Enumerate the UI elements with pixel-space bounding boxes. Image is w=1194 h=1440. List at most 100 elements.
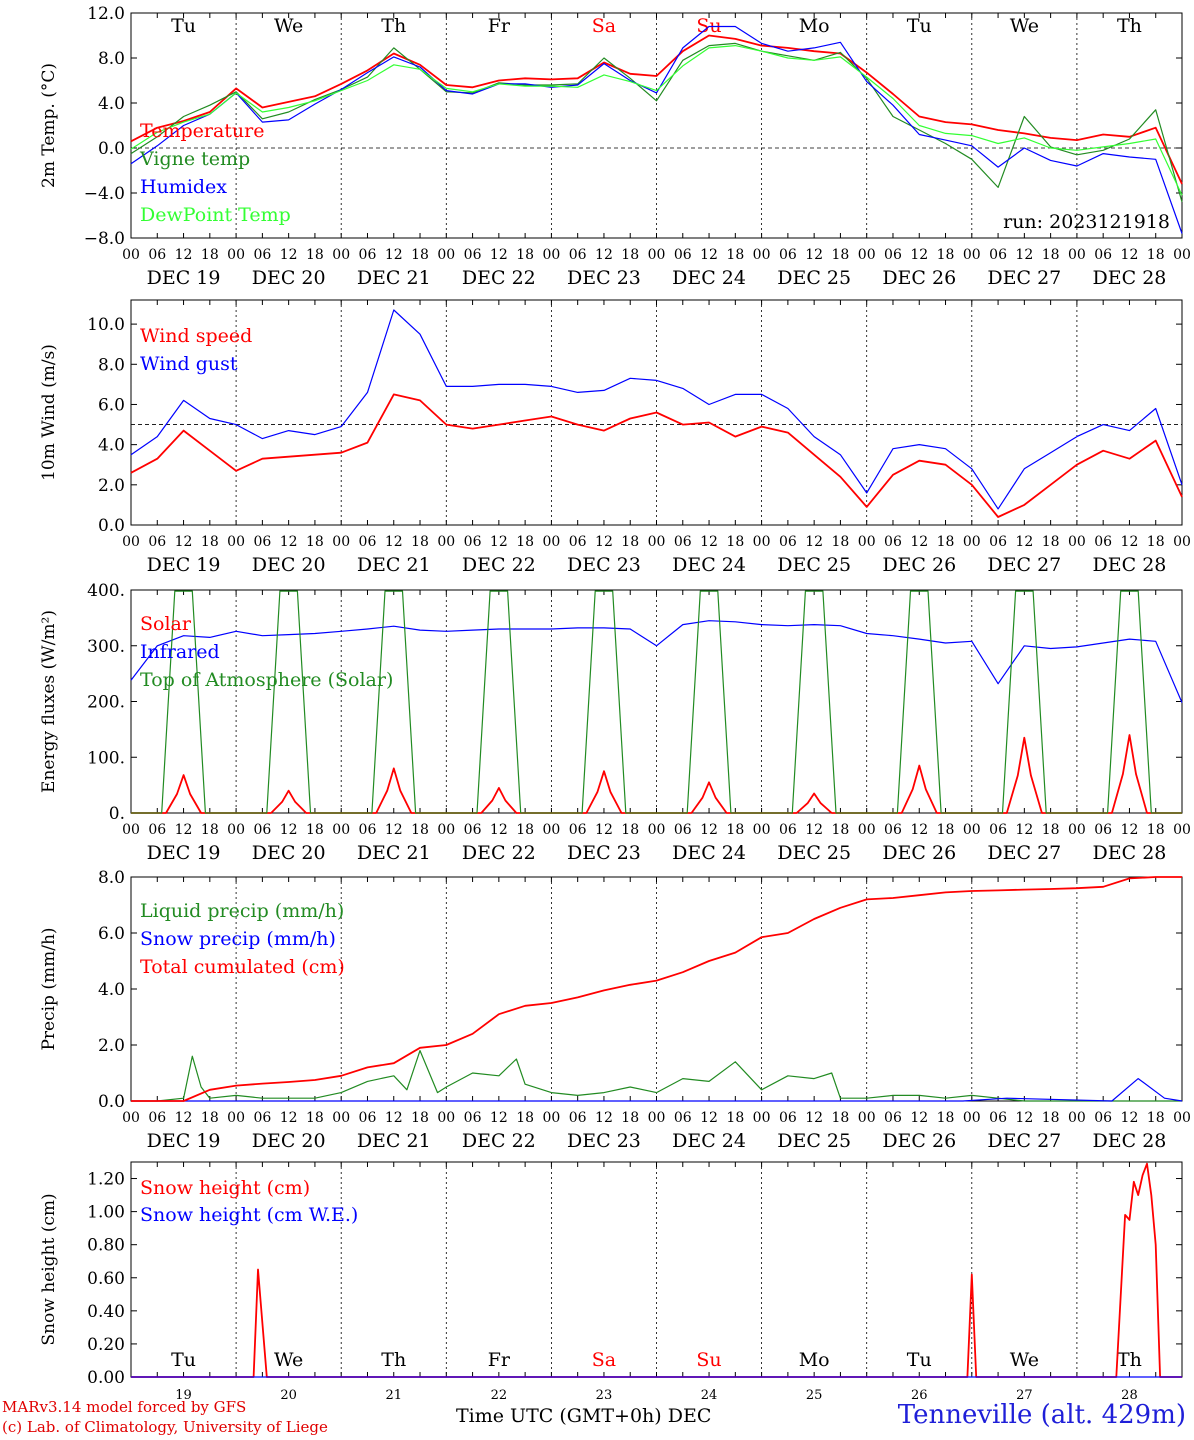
hour-label: 00 (122, 534, 140, 550)
hour-label: 06 (148, 247, 166, 263)
date-label: DEC 19 (147, 842, 221, 864)
hour-label: 06 (674, 822, 692, 838)
day-number-label: 21 (385, 1388, 402, 1403)
date-label: DEC 22 (462, 554, 536, 576)
weekday-label: We (1010, 15, 1039, 37)
hour-label: 00 (437, 534, 455, 550)
hour-label: 12 (595, 822, 613, 838)
hour-label: 00 (332, 822, 350, 838)
y-tick-label: 200. (87, 693, 125, 713)
hour-label: 06 (674, 534, 692, 550)
hour-label: 18 (411, 534, 429, 550)
hour-label: 06 (569, 247, 587, 263)
y-tick-label: 4.0 (98, 436, 125, 456)
legend-wind-gust: Wind gust (140, 353, 238, 375)
y-tick-label: 0.0 (98, 139, 125, 159)
hour-label: 12 (490, 534, 508, 550)
hour-label: 06 (989, 822, 1007, 838)
date-label: DEC 28 (1093, 842, 1167, 864)
date-label: DEC 19 (147, 554, 221, 576)
hour-label: 00 (332, 534, 350, 550)
weekday-label: Tu (171, 15, 196, 37)
weekday-label: Fr (488, 15, 511, 37)
hour-label: 00 (648, 247, 666, 263)
hour-label: 18 (201, 534, 219, 550)
hour-label: 18 (832, 1110, 850, 1126)
y-tick-label: 0.0 (98, 516, 125, 536)
hour-label: 00 (122, 822, 140, 838)
hour-label: 12 (1015, 534, 1033, 550)
hour-label: 18 (937, 247, 955, 263)
legend-total-cumulated-cm-: Total cumulated (cm) (140, 956, 345, 978)
legend-top-of-atmosphere-solar-: Top of Atmosphere (Solar) (140, 669, 393, 691)
hour-label: 00 (542, 1110, 560, 1126)
hour-label: 12 (595, 534, 613, 550)
hour-label: 06 (1094, 247, 1112, 263)
hour-label: 06 (1094, 1110, 1112, 1126)
hour-label: 12 (910, 1110, 928, 1126)
date-label: DEC 27 (987, 554, 1061, 576)
hour-label: 18 (306, 534, 324, 550)
date-label: DEC 20 (252, 1130, 326, 1152)
weekday-label: Th (1117, 15, 1142, 37)
hour-label: 18 (621, 822, 639, 838)
series-vigne-temp (130, 42, 1183, 203)
hour-label: 12 (385, 1110, 403, 1126)
hour-label: 18 (1147, 822, 1165, 838)
date-label: DEC 26 (882, 267, 956, 289)
weekday-label: Th (1117, 1349, 1142, 1371)
hour-label: 00 (963, 247, 981, 263)
y-tick-label: 4.0 (98, 980, 125, 1000)
hour-label: 00 (753, 822, 771, 838)
hour-label: 12 (280, 534, 298, 550)
legend-humidex: Humidex (140, 176, 227, 198)
panel-snow: 1.20 1.00 0.80 0.60 0.40 0.20 0.00 Snow height … (39, 1161, 1183, 1403)
hour-label: 00 (542, 247, 560, 263)
y-tick-label: 6.0 (98, 395, 125, 415)
y-tick-label: 100. (87, 748, 125, 768)
y-tick-label: 0.60 (87, 1269, 125, 1289)
hour-label: 00 (963, 534, 981, 550)
date-label: DEC 24 (672, 842, 746, 864)
hour-label: 00 (858, 534, 876, 550)
hour-label: 18 (411, 822, 429, 838)
hour-label: 18 (832, 822, 850, 838)
hour-label: 06 (359, 247, 377, 263)
hour-label: 12 (1015, 822, 1033, 838)
hour-label: 12 (490, 247, 508, 263)
hour-label: 06 (253, 247, 271, 263)
date-label: DEC 22 (462, 267, 536, 289)
hour-label: 18 (937, 822, 955, 838)
hour-label: 06 (884, 822, 902, 838)
date-label: DEC 23 (567, 267, 641, 289)
date-label: DEC 25 (777, 1130, 851, 1152)
hour-label: 00 (858, 1110, 876, 1126)
hour-label: 00 (858, 247, 876, 263)
date-label: DEC 27 (987, 842, 1061, 864)
hour-label: 12 (175, 1110, 193, 1126)
hour-label: 18 (1147, 1110, 1165, 1126)
hour-label: 00 (648, 822, 666, 838)
y-tick-label: 10.0 (87, 315, 125, 335)
hour-label: 06 (148, 822, 166, 838)
hour-label: 12 (175, 822, 193, 838)
date-label: DEC 23 (567, 842, 641, 864)
weekday-label: We (274, 1349, 303, 1371)
hour-label: 18 (1042, 1110, 1060, 1126)
hour-label: 00 (753, 534, 771, 550)
y-tick-label: 0.0 (98, 1092, 125, 1112)
date-label: DEC 27 (987, 267, 1061, 289)
hour-label: 18 (306, 822, 324, 838)
hour-label: 00 (1173, 1110, 1191, 1126)
y-tick-label: 2.0 (98, 1036, 125, 1056)
hour-label: 00 (753, 247, 771, 263)
y-tick-label: 6.0 (98, 924, 125, 944)
hour-label: 06 (674, 1110, 692, 1126)
hour-label: 12 (805, 247, 823, 263)
hour-label: 00 (1068, 822, 1086, 838)
date-label: DEC 19 (147, 267, 221, 289)
y-axis-title: Snow height (cm) (39, 1193, 59, 1345)
hour-label: 06 (569, 534, 587, 550)
series-temperature (130, 34, 1183, 185)
hour-label: 18 (516, 1110, 534, 1126)
